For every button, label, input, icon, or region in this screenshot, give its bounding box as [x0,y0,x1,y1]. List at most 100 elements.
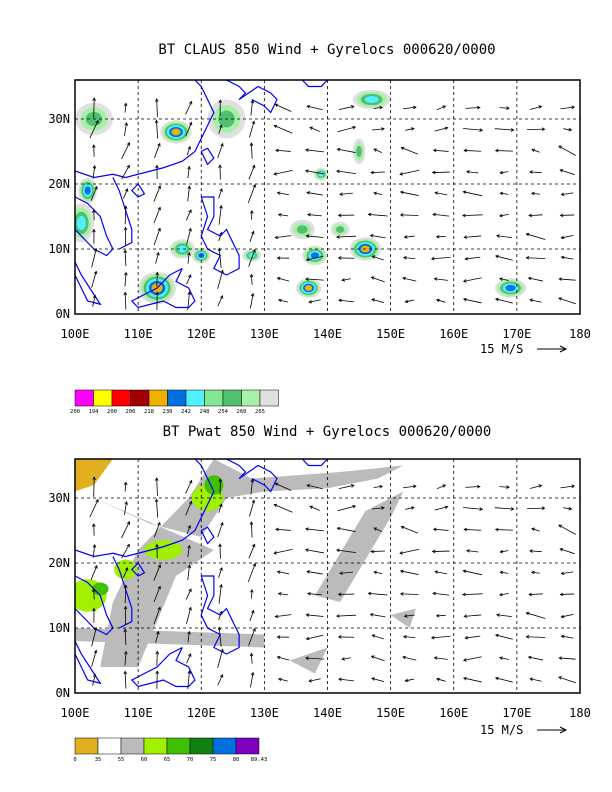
wind-vector [305,234,324,238]
panel2-gridlines [75,459,580,693]
wind-vector [530,570,540,575]
wind-vector [218,567,223,578]
panel1-frame [74,79,581,315]
wind-vector [185,100,193,115]
wind-vector [218,204,223,225]
wind-vector [527,506,546,511]
wind-vector [369,613,386,618]
wind-vector [217,673,224,686]
wind-vector [434,570,448,575]
wind-vector [499,277,509,281]
panel1-colorbar: 200 194 200 206 218 230 242 248 254 260 265 [70,389,279,415]
wind-vector [430,635,451,640]
wind-vector [369,234,386,239]
wind-vector [338,677,354,682]
wind-vector [186,274,192,285]
wind-vector [499,656,509,660]
wind-vector [304,169,325,175]
wind-vector [560,234,574,240]
wind-vector [153,564,161,581]
wind-vector [277,592,289,596]
wind-vector [433,277,448,281]
wind-vector [218,583,223,604]
cloud-contour [505,284,516,292]
wind-vector [433,656,448,660]
wind-vector [273,503,293,513]
wind-vector [250,588,254,599]
panel2-vector-scale-arrow [537,726,568,734]
wind-vector [248,248,256,267]
wind-vector [370,276,385,283]
y-tick-label: 30N [48,112,70,126]
wind-vector [249,521,254,538]
wind-vector [494,297,513,304]
coastline [75,80,215,179]
wind-vector [527,655,544,661]
wind-vector [432,527,449,532]
wind-vector [273,548,293,555]
wind-vector [217,294,224,307]
wind-vector [371,298,385,303]
wind-vector [273,124,293,134]
wind-vector [153,142,161,159]
wind-vector [155,291,159,310]
wind-vector [218,231,223,242]
wind-vector [218,164,222,180]
panel1-title: BT CLAUS 850 Wind + Gyrelocs 000620/0000 [158,42,495,58]
wind-vector [529,549,542,553]
wind-vector [187,165,191,179]
colorbar-label: 35 [95,757,102,763]
panel1-wind-vectors [89,97,576,311]
wind-vector [336,169,357,174]
wind-vector [560,105,576,110]
y-tick-label: 20N [48,556,70,570]
colorbar-swatch [204,389,224,407]
wind-vector [373,484,384,489]
wind-vector [528,592,543,597]
wind-vector [276,570,290,575]
x-tick-label: 100E [61,706,90,720]
wind-vector [305,255,324,262]
wind-vector [434,191,448,196]
wind-vector [92,209,96,221]
moisture-contour [144,540,183,560]
wind-vector [153,521,161,538]
coastline [75,261,102,306]
wind-vector [250,209,254,220]
wind-vector [276,655,290,661]
wind-vector [338,105,355,110]
wind-vector [558,676,576,684]
wind-vector [249,652,254,664]
wind-vector [155,630,160,643]
coastline [200,196,240,276]
wind-vector [92,144,96,157]
wind-vector [187,670,192,690]
wind-vector [436,298,446,303]
wind-vector [277,213,289,217]
wind-vector [218,188,223,199]
wind-vector [123,188,129,199]
colorbar-label: 60 [141,757,148,763]
wind-vector [404,678,414,683]
colorbar-label: 260 [237,409,247,415]
wind-vector [405,127,415,131]
wind-vector [563,506,573,511]
wind-vector [463,148,482,153]
wind-vector [466,170,479,174]
wind-vector [250,99,255,116]
wind-vector [274,482,292,491]
cloud-contour [177,245,187,253]
wind-vector [431,170,450,175]
wind-vector [463,507,484,511]
x-tick-label: 120E [187,706,216,720]
wind-vector [185,588,192,600]
moisture-contour [289,647,328,674]
cloud-contour [171,128,181,136]
wind-vector [274,614,292,619]
wind-vector [337,213,355,218]
wind-vector [155,251,160,264]
wind-vector [558,277,576,281]
colorbar-label: 80 [233,757,240,763]
panel1-vector-scale-arrow [537,345,568,353]
wind-vector [186,524,191,535]
